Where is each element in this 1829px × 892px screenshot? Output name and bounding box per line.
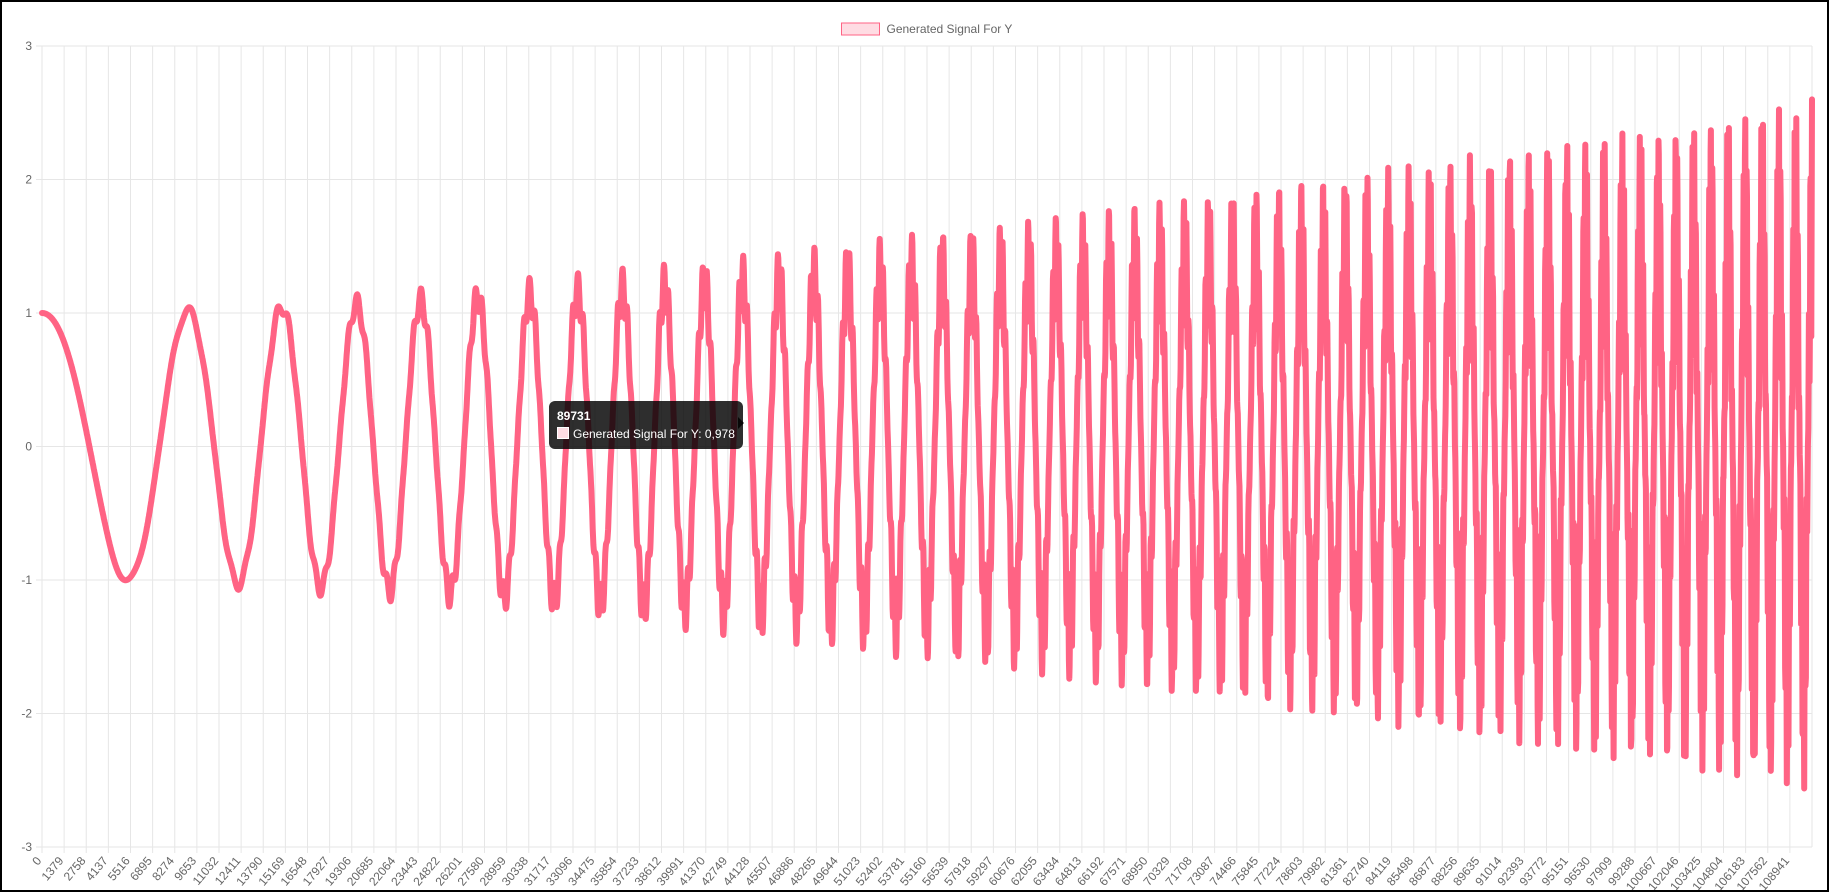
y-tick-label: -2 xyxy=(21,707,32,721)
x-tick-label: 8274 xyxy=(149,854,177,884)
legend[interactable]: Generated Signal For Y xyxy=(841,22,1013,36)
tooltip-label: Generated Signal For Y: 0,978 xyxy=(573,427,735,441)
y-axis-ticks: 3 2 1 0 -1 -2 -3 xyxy=(21,39,32,854)
tooltip-swatch xyxy=(557,427,569,439)
y-tick-label: 3 xyxy=(25,39,32,53)
x-tick-label: 5516 xyxy=(105,854,133,884)
series-line[interactable] xyxy=(39,96,1815,792)
x-tick-label: 4137 xyxy=(83,854,111,884)
legend-swatch[interactable] xyxy=(841,22,880,36)
y-tick-label: 1 xyxy=(25,306,32,320)
x-tick-label: 2758 xyxy=(61,854,89,884)
x-axis-ticks: 0137927584137551668958274965311032124111… xyxy=(29,854,1792,890)
y-tick-label: -1 xyxy=(21,573,32,587)
data-tooltip: 89731 Generated Signal For Y: 0,978 xyxy=(549,401,743,449)
tooltip-caret xyxy=(738,417,744,429)
legend-label[interactable]: Generated Signal For Y xyxy=(887,22,1013,36)
tooltip-title: 89731 xyxy=(557,409,591,423)
x-tick-label: 0 xyxy=(29,854,44,868)
y-tick-label: 0 xyxy=(25,440,32,454)
y-tick-label: -3 xyxy=(21,840,32,854)
tooltip-row: Generated Signal For Y: 0,978 xyxy=(557,425,735,443)
x-tick-label: 1379 xyxy=(39,854,67,884)
series-generated-signal-y xyxy=(39,96,1815,792)
x-tick-label: 6895 xyxy=(127,854,155,884)
y-tick-label: 2 xyxy=(25,173,32,187)
